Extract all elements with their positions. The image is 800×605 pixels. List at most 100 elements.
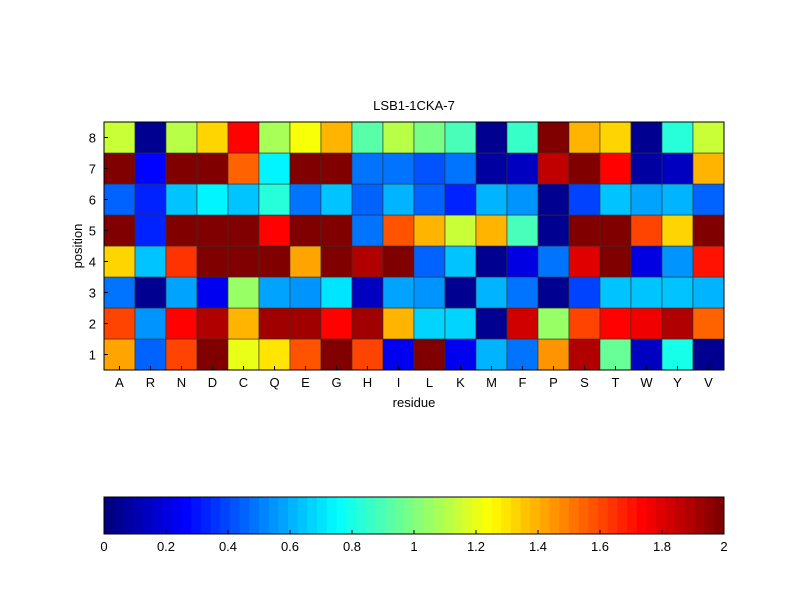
cell-C-4 — [227, 245, 260, 278]
cell-D-1 — [196, 338, 229, 371]
colorbar-segment — [510, 497, 522, 534]
cell-D-2 — [196, 307, 229, 340]
cell-G-6 — [320, 183, 353, 216]
cell-K-2 — [444, 307, 477, 340]
cell-W-5 — [630, 214, 663, 247]
cell-Q-3 — [258, 276, 291, 309]
colorbar-segment — [317, 497, 328, 534]
cell-G-1 — [320, 338, 353, 371]
cell-F-1 — [506, 338, 539, 371]
colorbar-segment — [375, 497, 386, 534]
colorbar-segment — [123, 497, 134, 534]
cell-S-4 — [568, 245, 601, 278]
cell-A-1 — [103, 338, 136, 371]
cell-F-7 — [506, 152, 539, 185]
cell-V-5 — [692, 214, 725, 247]
cell-V-8 — [692, 121, 725, 154]
x-axis-label: residue — [393, 395, 436, 410]
colorbar-segment — [472, 497, 483, 534]
cell-F-2 — [506, 307, 539, 340]
colorbar-segment — [288, 497, 299, 534]
colorbar-tick-label: 0.8 — [343, 539, 361, 554]
colorbar-segment — [259, 497, 270, 534]
cell-K-1 — [444, 338, 477, 371]
cell-A-5 — [103, 214, 136, 247]
cell-T-4 — [599, 245, 632, 278]
cell-E-3 — [289, 276, 322, 309]
cell-G-4 — [320, 245, 353, 278]
cell-R-4 — [134, 245, 167, 278]
cell-F-3 — [506, 276, 539, 309]
colorbar-tick-label: 0.4 — [219, 539, 237, 554]
cell-M-5 — [475, 214, 508, 247]
cell-A-8 — [103, 121, 136, 154]
cell-D-6 — [196, 183, 229, 216]
colorbar-segment — [481, 497, 492, 534]
cell-I-5 — [382, 214, 415, 247]
cell-F-4 — [506, 245, 539, 278]
colorbar — [104, 497, 725, 534]
cell-A-2 — [103, 307, 136, 340]
cell-L-2 — [413, 307, 446, 340]
x-tick-label: T — [612, 375, 620, 390]
cell-N-5 — [165, 214, 198, 247]
x-tick-label: M — [486, 375, 497, 390]
cell-G-2 — [320, 307, 353, 340]
cell-L-6 — [413, 183, 446, 216]
colorbar-segment — [249, 497, 260, 534]
colorbar-segment — [520, 497, 531, 534]
cell-Y-3 — [661, 276, 694, 309]
cell-P-3 — [537, 276, 570, 309]
cell-N-7 — [165, 152, 198, 185]
cell-W-8 — [630, 121, 663, 154]
colorbar-tick-label: 0 — [100, 539, 107, 554]
cell-C-8 — [227, 121, 260, 154]
cell-W-1 — [630, 338, 663, 371]
cell-H-1 — [351, 338, 384, 371]
cell-P-2 — [537, 307, 570, 340]
x-tick-label: F — [519, 375, 527, 390]
colorbar-segment — [685, 497, 696, 534]
cell-Y-5 — [661, 214, 694, 247]
cell-C-7 — [227, 152, 260, 185]
y-tick-label: 7 — [89, 162, 96, 177]
y-tick-label: 6 — [89, 193, 96, 208]
cell-S-6 — [568, 183, 601, 216]
colorbar-segment — [530, 497, 541, 534]
cell-Y-7 — [661, 152, 694, 185]
cell-P-5 — [537, 214, 570, 247]
cell-Q-6 — [258, 183, 291, 216]
cell-Q-1 — [258, 338, 291, 371]
colorbar-segment — [675, 497, 686, 534]
x-tick-label: Q — [269, 375, 279, 390]
colorbar-segment — [404, 497, 415, 534]
cell-S-3 — [568, 276, 601, 309]
cell-R-1 — [134, 338, 167, 371]
cell-M-6 — [475, 183, 508, 216]
x-tick-label: S — [580, 375, 589, 390]
cell-R-7 — [134, 152, 167, 185]
colorbar-segment — [355, 497, 367, 534]
colorbar-segment — [326, 497, 337, 534]
cell-I-4 — [382, 245, 415, 278]
cell-V-7 — [692, 152, 725, 185]
colorbar-segment — [210, 497, 221, 534]
x-tick-label: V — [704, 375, 713, 390]
colorbar-segment — [239, 497, 250, 534]
cell-I-1 — [382, 338, 415, 371]
cell-T-6 — [599, 183, 632, 216]
colorbar-segment — [569, 497, 580, 534]
cell-E-6 — [289, 183, 322, 216]
colorbar-segment — [142, 497, 153, 534]
cell-L-4 — [413, 245, 446, 278]
cell-K-7 — [444, 152, 477, 185]
cell-M-3 — [475, 276, 508, 309]
cell-L-8 — [413, 121, 446, 154]
cell-V-2 — [692, 307, 725, 340]
x-tick-label: E — [301, 375, 310, 390]
cell-A-3 — [103, 276, 136, 309]
cell-M-4 — [475, 245, 508, 278]
x-tick-label: P — [549, 375, 558, 390]
cell-Q-8 — [258, 121, 291, 154]
